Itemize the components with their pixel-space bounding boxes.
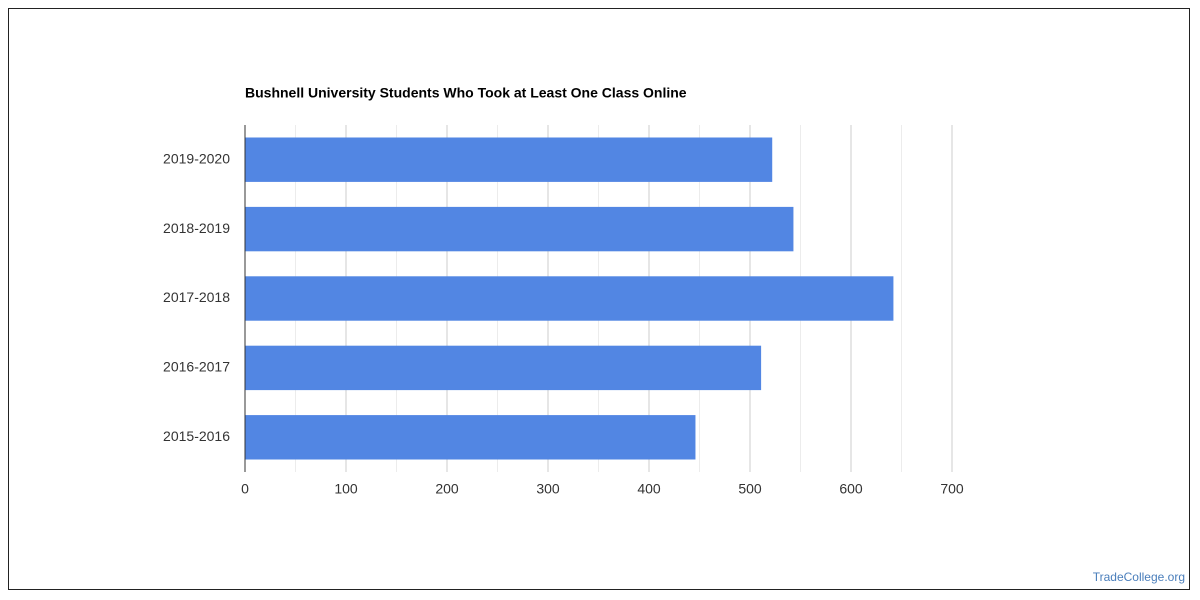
y-tick-label: 2015-2016 [163,428,230,444]
x-tick-label: 0 [241,481,249,497]
bar [245,345,762,391]
bar [245,137,773,182]
y-tick-label: 2018-2019 [163,220,230,236]
x-tick-label: 500 [738,481,762,497]
x-tick-label: 400 [637,481,661,497]
y-tick-label: 2017-2018 [163,289,230,305]
x-tick-label: 200 [435,481,459,497]
y-tick-label: 2016-2017 [163,359,230,375]
x-tick-label: 600 [839,481,863,497]
x-tick-label: 100 [334,481,358,497]
x-tick-label: 300 [536,481,560,497]
x-tick-label: 700 [940,481,964,497]
bar [245,206,794,252]
chart-title: Bushnell University Students Who Took at… [245,85,687,101]
bar [245,276,894,321]
y-tick-label: 2019-2020 [163,150,230,166]
footer-link[interactable]: TradeCollege.org [1093,570,1185,584]
bar [245,415,696,460]
